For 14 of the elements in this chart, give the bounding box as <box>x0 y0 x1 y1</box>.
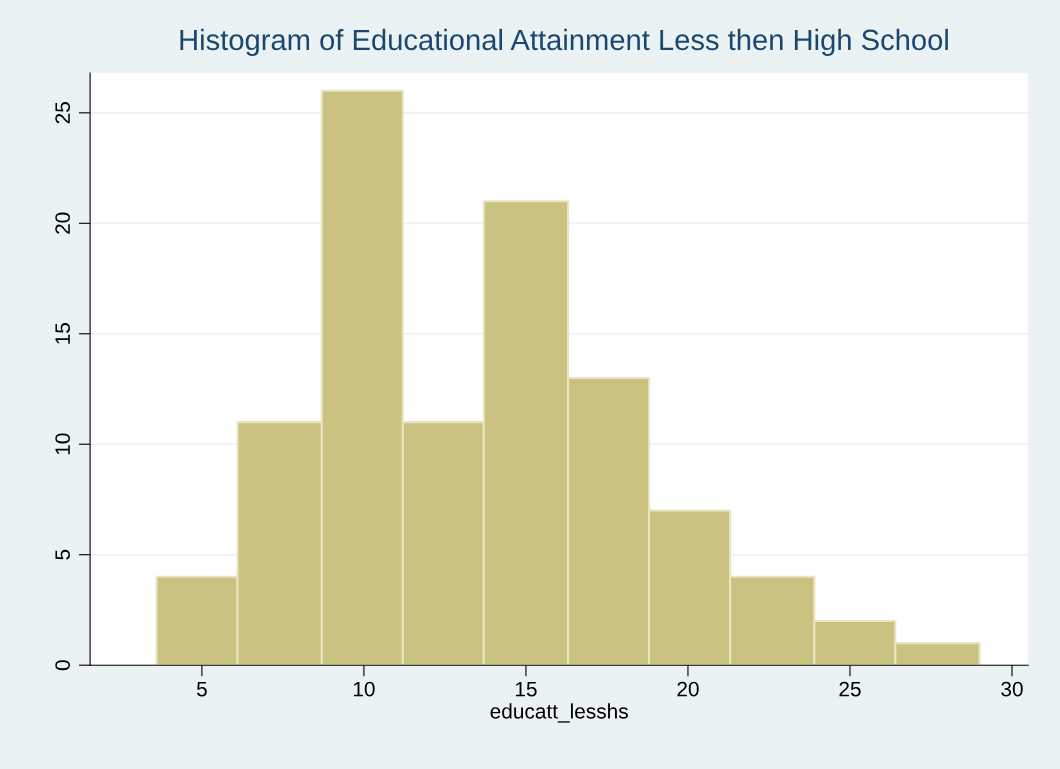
y-tick-label: 20 <box>55 212 71 234</box>
y-tick-label: 25 <box>55 102 71 124</box>
x-tick-label: 30 <box>1001 681 1023 697</box>
y-tick-label: 10 <box>55 433 71 455</box>
x-tick-label: 25 <box>839 681 861 697</box>
x-tick-label: 5 <box>196 681 207 697</box>
x-tick-label: 10 <box>353 681 375 697</box>
x-tick-label: 20 <box>677 681 699 697</box>
y-tick-label: 5 <box>55 549 71 560</box>
x-axis-title: educatt_lesshs <box>490 703 628 723</box>
y-tick-label: 0 <box>55 660 71 671</box>
y-tick-label: 15 <box>55 323 71 344</box>
x-tick-label: 15 <box>515 681 537 697</box>
chart-title: Histogram of Educational Attainment Less then High School <box>180 28 948 57</box>
